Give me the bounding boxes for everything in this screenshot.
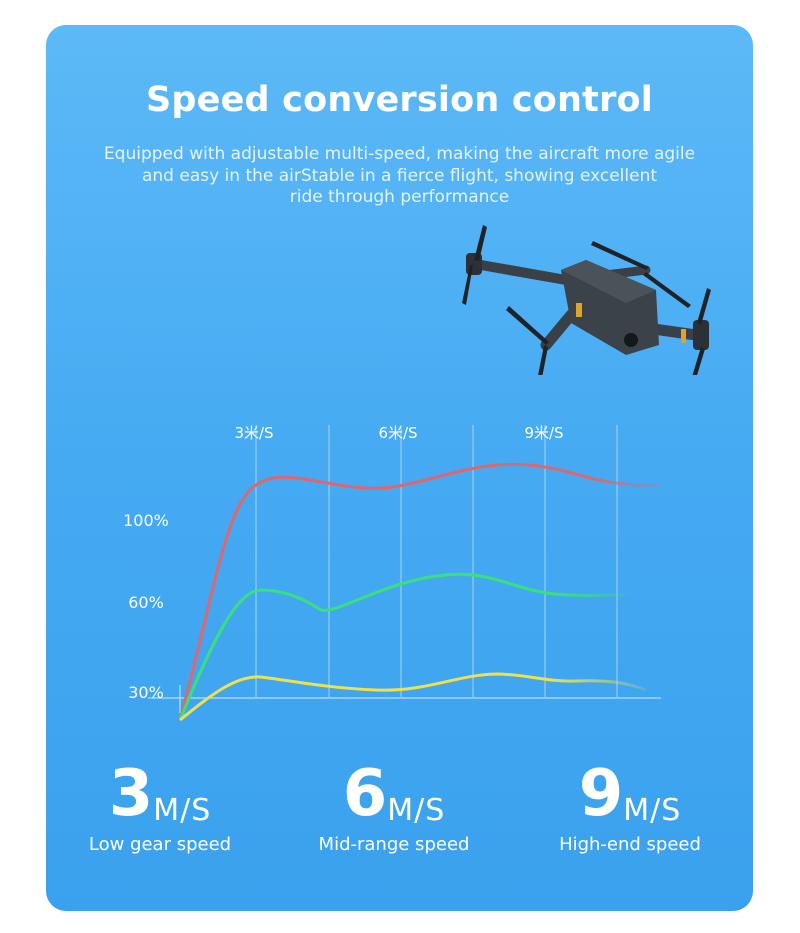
- stat-unit: M/S: [623, 793, 682, 828]
- y-tick-label: 60%: [128, 593, 164, 612]
- stat-value: 9: [578, 757, 624, 831]
- series-line-yellow: [179, 672, 647, 722]
- description-line: Equipped with adjustable multi-speed, ma…: [103, 144, 696, 164]
- drone-propeller: [462, 225, 487, 305]
- stat-label: Low gear speed: [88, 834, 232, 855]
- y-tick-label: 30%: [128, 683, 164, 702]
- speed-chart: 3米/S 6米/S 9米/S 100% 60% 30%: [123, 424, 662, 722]
- x-tick-label: 3米/S: [234, 424, 273, 442]
- drone-accent: [681, 329, 686, 343]
- stat-label: High-end speed: [559, 834, 701, 855]
- drone-body-top: [561, 260, 656, 303]
- drone-propeller: [506, 306, 549, 375]
- drone-propeller: [692, 288, 711, 375]
- x-tick-label: 6米/S: [378, 424, 417, 442]
- gridlines: [255, 425, 618, 697]
- page-title: Speed conversion control: [145, 80, 654, 120]
- stat-value: 3: [108, 757, 154, 831]
- series-line-green: [178, 572, 627, 721]
- stat-label: Mid-range speed: [318, 834, 470, 855]
- description: Equipped with adjustable multi-speed, ma…: [66, 144, 733, 209]
- drone-camera: [624, 333, 638, 347]
- drone-arm: [540, 309, 577, 351]
- stat-unit: M/S: [153, 793, 212, 828]
- drone-propeller: [591, 241, 691, 308]
- x-tick-label: 9米/S: [524, 424, 563, 442]
- series-line-red: [178, 462, 662, 721]
- stat-low-gear: 3M/S Low gear speed: [46, 760, 280, 855]
- speed-stats: 3M/S Low gear speed 6M/S Mid-range speed…: [46, 760, 753, 870]
- drone-accent: [576, 303, 582, 317]
- description-line: ride through performance: [289, 187, 510, 207]
- drone-image: [462, 225, 711, 375]
- stat-mid-range: 6M/S Mid-range speed: [274, 760, 514, 855]
- y-tick-label: 100%: [123, 511, 169, 530]
- stat-value: 6: [342, 757, 388, 831]
- drone-motor: [693, 320, 709, 350]
- stat-high-end: 9M/S High-end speed: [510, 760, 750, 855]
- speed-card: Speed conversion control Equipped with a…: [46, 25, 753, 911]
- description-line: and easy in the airStable in a fierce fl…: [141, 165, 658, 186]
- stat-unit: M/S: [387, 793, 446, 828]
- drone-arm: [476, 260, 571, 285]
